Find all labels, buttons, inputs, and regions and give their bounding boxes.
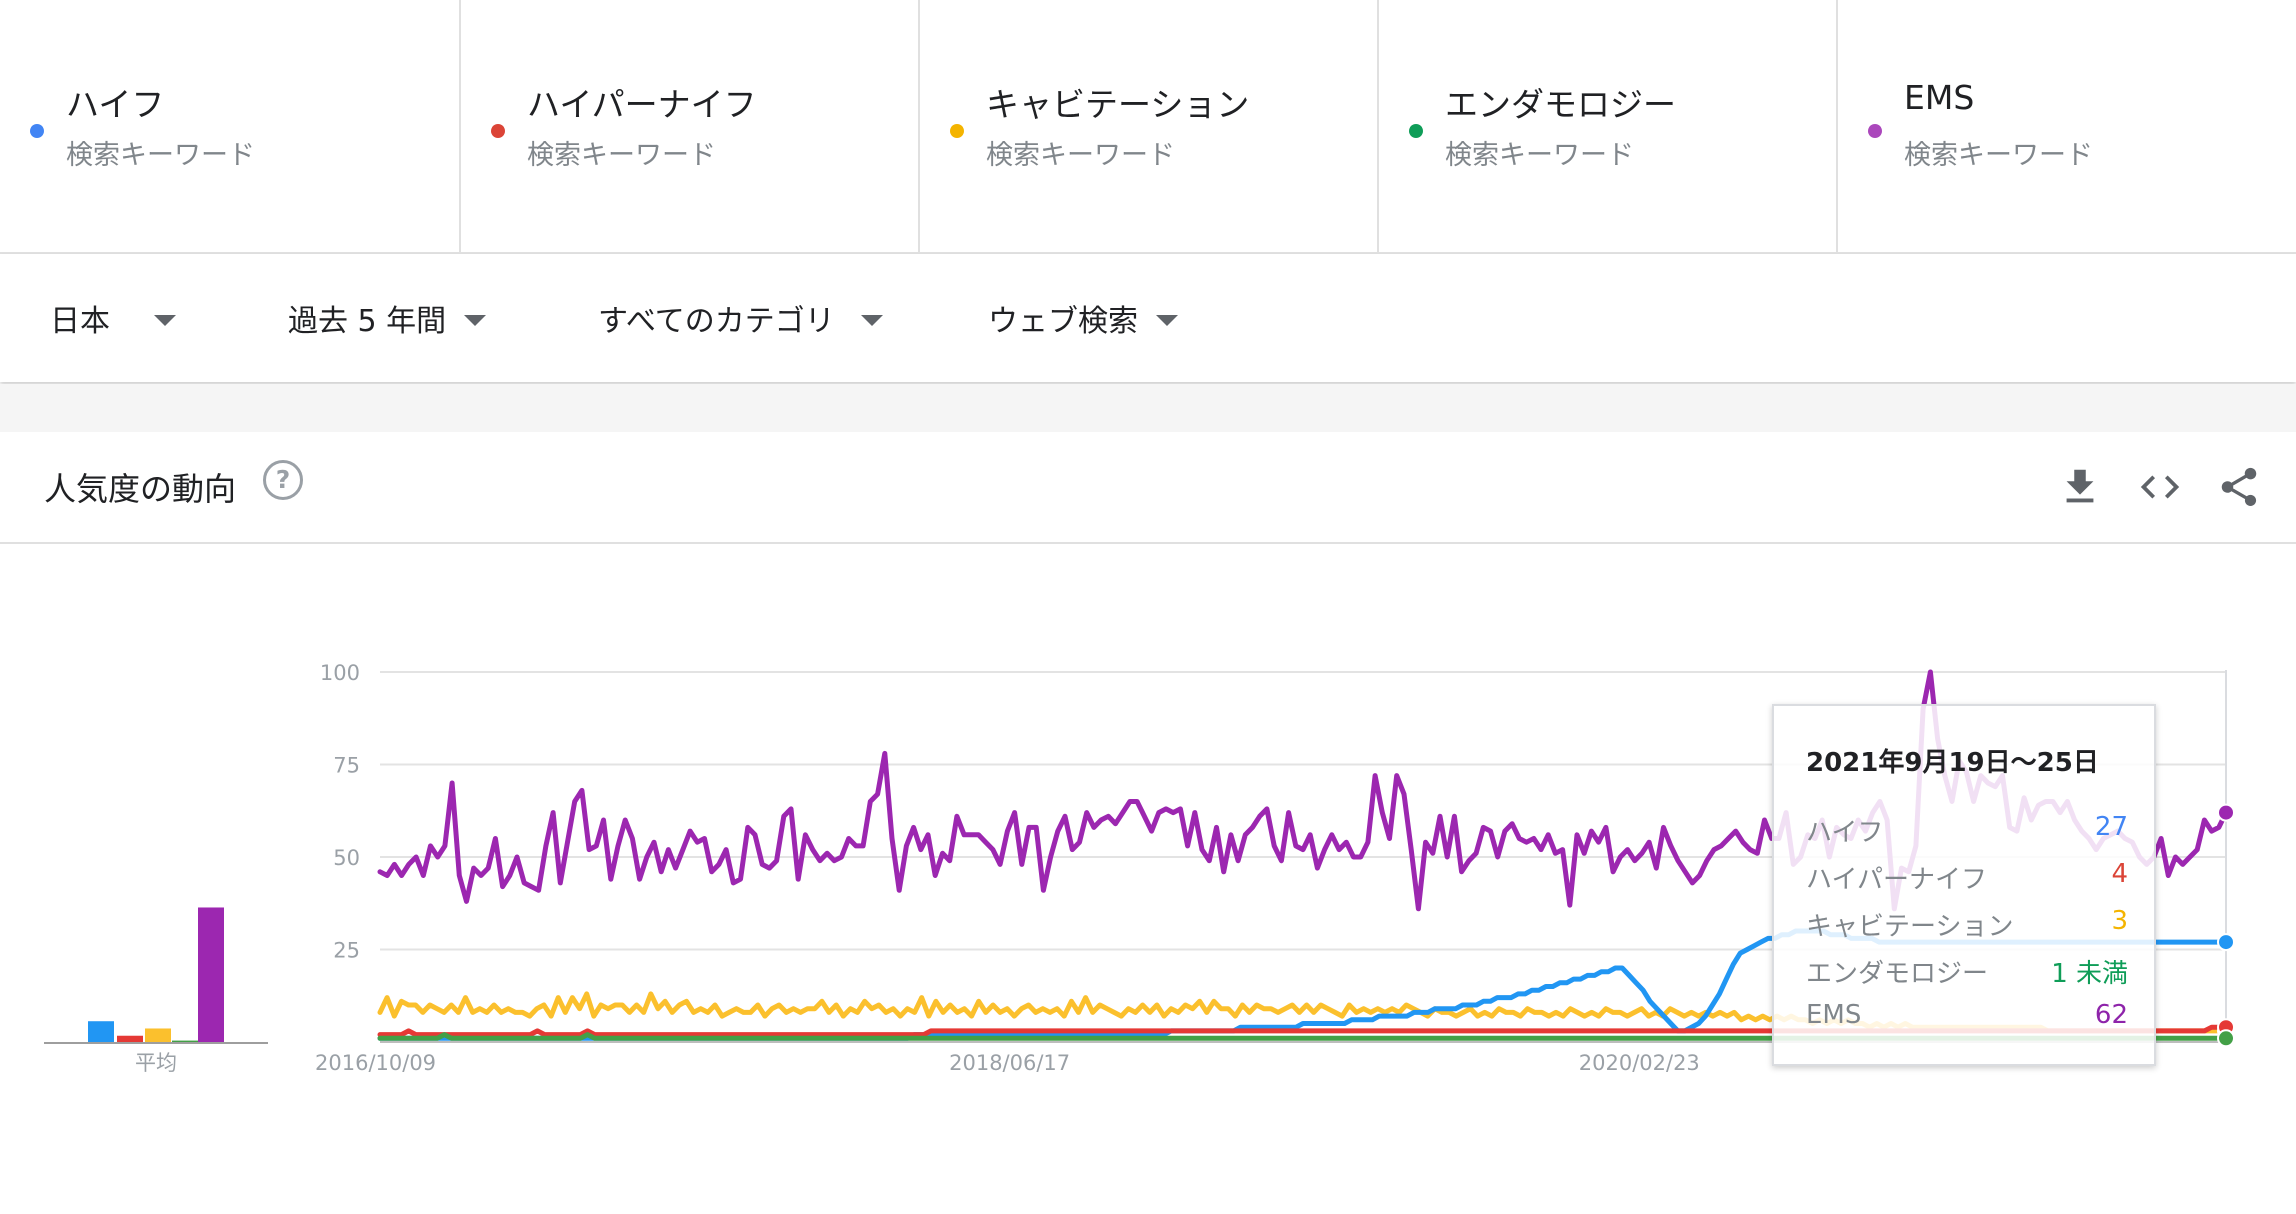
x-tick-label: 2018/06/17 bbox=[949, 1051, 1070, 1075]
series-color-dot bbox=[1868, 124, 1882, 138]
tooltip-row: エンダモロジー 1 未満 bbox=[1806, 953, 2128, 989]
term-name: ハイフ bbox=[66, 85, 165, 124]
term-type: 検索キーワード bbox=[66, 140, 255, 171]
tooltip-date: 2021年9月19日〜25日 bbox=[1806, 748, 2099, 778]
dropdown-arrow-icon bbox=[1156, 315, 1178, 326]
series-endpoint-3 bbox=[2217, 1029, 2235, 1048]
dropdown-arrow-icon bbox=[860, 315, 883, 326]
filter-bar: 日本 過去 5 年間 すべてのカテゴリ ウェブ検索 bbox=[0, 254, 2296, 382]
dropdown-arrow-icon bbox=[464, 315, 487, 326]
share-icon[interactable] bbox=[2216, 464, 2262, 510]
term-type: 検索キーワード bbox=[527, 140, 716, 171]
series-color-dot bbox=[950, 124, 964, 138]
y-tick-label: 50 bbox=[333, 846, 360, 870]
search-type-label: ウェブ検索 bbox=[988, 304, 1138, 339]
series-endpoint-0 bbox=[2217, 933, 2235, 952]
compare-terms-bar: ハイフ 検索キーワード ハイパーナイフ 検索キーワード キャビテーション 検索キ… bbox=[0, 0, 2296, 254]
average-bar-3 bbox=[172, 1040, 198, 1043]
average-label: 平均 bbox=[135, 1051, 177, 1075]
series-endpoint-4 bbox=[2217, 803, 2235, 822]
term-card-1[interactable]: ハイパーナイフ 検索キーワード bbox=[459, 0, 918, 252]
series-color-dot bbox=[30, 124, 44, 138]
help-icon[interactable]: ? bbox=[263, 460, 303, 500]
tooltip-value: 4 bbox=[2111, 859, 2128, 889]
average-bar-4 bbox=[198, 907, 224, 1043]
tooltip-value: 27 bbox=[2094, 812, 2128, 842]
tooltip-term: キャビテーション bbox=[1806, 912, 2014, 942]
tooltip-term: ハイパーナイフ bbox=[1806, 865, 1987, 895]
term-card-0[interactable]: ハイフ 検索キーワード bbox=[0, 0, 459, 252]
average-bar-2 bbox=[145, 1028, 171, 1043]
region-dropdown[interactable]: 日本 bbox=[50, 296, 176, 340]
term-name: エンダモロジー bbox=[1445, 85, 1676, 124]
section-title: 人気度の動向 bbox=[44, 470, 237, 508]
region-label: 日本 bbox=[50, 304, 110, 339]
category-dropdown[interactable]: すべてのカテゴリ bbox=[598, 296, 883, 340]
tooltip-row: EMS 62 bbox=[1806, 1000, 2128, 1034]
chart-tooltip: 2021年9月19日〜25日 ハイフ 27 ハイパーナイフ 4 キャビテーション… bbox=[1772, 704, 2156, 1066]
average-bar-chart: 平均 bbox=[44, 907, 268, 1075]
average-bar-0 bbox=[88, 1021, 114, 1043]
y-tick-label: 100 bbox=[320, 661, 360, 685]
tooltip-term: エンダモロジー bbox=[1806, 959, 1989, 989]
dropdown-arrow-icon bbox=[154, 315, 176, 326]
y-tick-label: 75 bbox=[333, 754, 360, 778]
y-tick-label: 25 bbox=[333, 939, 360, 963]
tooltip-row: キャビテーション 3 bbox=[1806, 906, 2128, 942]
tooltip-term: EMS bbox=[1806, 1000, 1862, 1030]
download-icon[interactable] bbox=[2057, 464, 2103, 510]
interest-over-time-header: 人気度の動向 ? bbox=[0, 432, 2296, 544]
term-type: 検索キーワード bbox=[1445, 140, 1634, 171]
term-name: ハイパーナイフ bbox=[527, 85, 757, 124]
series-color-dot bbox=[1409, 124, 1423, 138]
embed-icon[interactable] bbox=[2137, 464, 2183, 510]
x-tick-label: 2020/02/23 bbox=[1579, 1051, 1700, 1075]
tooltip-row: ハイフ 27 bbox=[1806, 812, 2128, 848]
tooltip-value: 3 bbox=[2111, 906, 2128, 936]
tooltip-value: 1 未満 bbox=[2051, 959, 2128, 989]
term-card-3[interactable]: エンダモロジー 検索キーワード bbox=[1377, 0, 1836, 252]
x-tick-label: 2016/10/09 bbox=[315, 1051, 436, 1075]
search-type-dropdown[interactable]: ウェブ検索 bbox=[988, 296, 1178, 340]
term-type: 検索キーワード bbox=[986, 140, 1175, 171]
section-gap bbox=[0, 384, 2296, 432]
tooltip-row: ハイパーナイフ 4 bbox=[1806, 859, 2128, 895]
average-bar-1 bbox=[117, 1035, 143, 1043]
term-type: 検索キーワード bbox=[1904, 140, 2093, 171]
category-label: すべてのカテゴリ bbox=[598, 304, 835, 339]
term-card-4[interactable]: EMS 検索キーワード bbox=[1836, 0, 2295, 252]
term-card-2[interactable]: キャビテーション 検索キーワード bbox=[918, 0, 1377, 252]
tooltip-value: 62 bbox=[2094, 1000, 2128, 1030]
tooltip-term: ハイフ bbox=[1806, 818, 1884, 848]
term-name: キャビテーション bbox=[986, 85, 1250, 124]
term-name: EMS bbox=[1904, 78, 1975, 117]
period-dropdown[interactable]: 過去 5 年間 bbox=[288, 296, 487, 340]
period-label: 過去 5 年間 bbox=[288, 304, 447, 339]
series-color-dot bbox=[491, 124, 505, 138]
